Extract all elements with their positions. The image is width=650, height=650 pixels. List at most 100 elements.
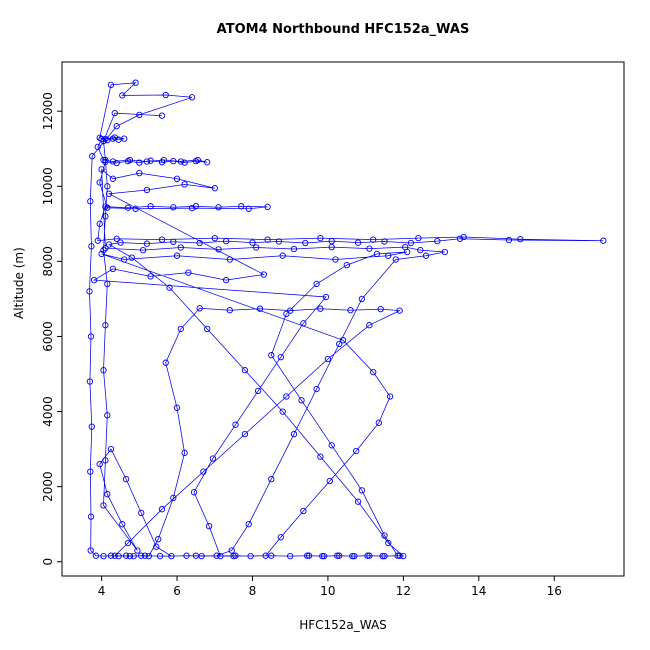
data-point xyxy=(166,284,173,291)
data-point xyxy=(460,233,467,241)
data-point xyxy=(392,256,399,263)
data-point xyxy=(320,552,328,560)
data-point xyxy=(351,552,358,560)
data-point xyxy=(396,552,403,559)
data-point xyxy=(366,552,373,559)
y-tick-label: 12000 xyxy=(41,92,55,130)
data-point xyxy=(153,543,160,550)
data-point xyxy=(94,237,101,244)
data-line xyxy=(89,82,604,557)
data-point xyxy=(328,243,335,251)
data-point xyxy=(194,156,201,164)
data-point xyxy=(339,337,347,344)
data-point xyxy=(104,183,111,190)
data-point xyxy=(102,158,109,166)
data-point xyxy=(100,502,107,509)
data-point xyxy=(181,159,188,166)
data-point xyxy=(415,234,422,242)
data-point xyxy=(205,522,213,530)
data-point xyxy=(143,158,151,165)
y-tick-label: 10000 xyxy=(41,167,55,205)
data-point xyxy=(332,256,339,263)
data-point xyxy=(87,547,94,554)
data-point xyxy=(136,159,143,166)
data-point xyxy=(215,246,222,253)
data-point xyxy=(102,322,109,329)
data-point xyxy=(158,112,166,119)
data-point xyxy=(213,552,220,559)
data-point xyxy=(185,269,192,276)
data-point xyxy=(358,487,366,494)
x-tick-label: 6 xyxy=(173,584,181,598)
data-point xyxy=(170,494,177,502)
data-point xyxy=(366,245,373,252)
data-point xyxy=(268,352,275,359)
data-point xyxy=(113,159,120,167)
data-point xyxy=(192,203,200,210)
data-point xyxy=(264,203,271,211)
y-tick-label: 4000 xyxy=(41,396,55,427)
data-point xyxy=(104,412,111,419)
data-point xyxy=(322,293,330,301)
data-point xyxy=(138,509,145,517)
data-point xyxy=(343,261,350,269)
data-point xyxy=(86,378,94,385)
data-point xyxy=(505,236,513,244)
data-point xyxy=(304,552,311,559)
plot-box xyxy=(61,61,625,577)
data-point xyxy=(107,552,115,559)
data-point xyxy=(183,552,190,559)
data-point xyxy=(300,507,307,515)
data-point xyxy=(111,134,118,141)
x-axis-label: HFC152a_WAS xyxy=(299,618,387,632)
data-point xyxy=(422,252,430,259)
data-point xyxy=(385,252,392,259)
data-point xyxy=(162,91,169,99)
data-point xyxy=(370,368,377,376)
data-point xyxy=(313,385,320,393)
data-point xyxy=(381,552,388,560)
data-point xyxy=(300,320,307,327)
data-point xyxy=(456,235,464,242)
y-tick-label: 0 xyxy=(41,558,55,566)
data-point xyxy=(100,552,107,560)
data-point xyxy=(102,457,109,464)
data-point xyxy=(402,243,409,251)
data-point xyxy=(126,156,134,164)
data-point xyxy=(386,393,394,400)
data-point xyxy=(334,552,341,559)
plot-title: ATOM4 Northbound HFC152a_WAS xyxy=(216,22,470,37)
data-point xyxy=(89,153,96,160)
data-point xyxy=(394,552,401,559)
data-point xyxy=(155,536,162,543)
data-point xyxy=(381,238,388,245)
data-point xyxy=(96,220,103,227)
data-point xyxy=(245,521,252,528)
data-point xyxy=(173,175,181,182)
data-point xyxy=(124,204,132,211)
data-point xyxy=(247,552,254,560)
data-point xyxy=(283,393,290,400)
data-point xyxy=(111,552,118,559)
data-point xyxy=(277,353,284,361)
data-point xyxy=(319,552,326,560)
data-point xyxy=(264,236,271,243)
data-point xyxy=(115,552,122,560)
x-tick-label: 16 xyxy=(547,584,562,598)
data-point xyxy=(196,305,203,312)
x-tick-label: 10 xyxy=(320,584,335,598)
data-point xyxy=(87,198,94,205)
data-point xyxy=(158,236,166,243)
data-point xyxy=(138,552,145,559)
data-point xyxy=(373,250,381,258)
data-point xyxy=(126,552,134,560)
data-point xyxy=(96,460,103,468)
data-point xyxy=(298,397,305,404)
data-point xyxy=(177,325,184,333)
data-point xyxy=(102,245,109,252)
data-point xyxy=(88,423,95,430)
data-point xyxy=(109,265,117,273)
data-point xyxy=(232,421,239,428)
data-point xyxy=(232,552,239,559)
data-point xyxy=(290,430,298,438)
